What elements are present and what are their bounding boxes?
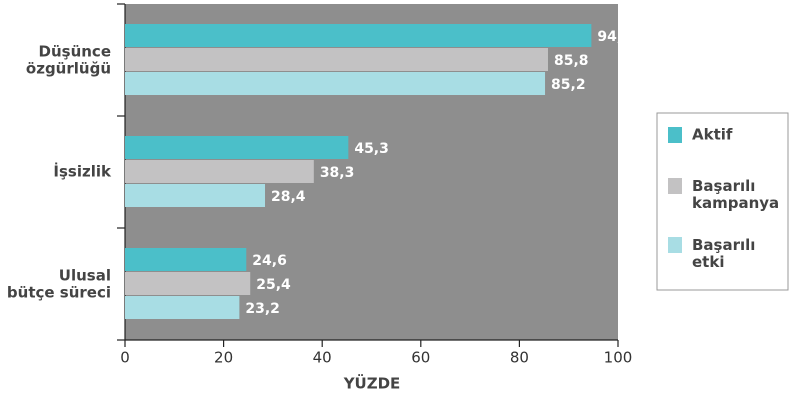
legend-swatch (668, 178, 682, 194)
legend-swatch (668, 127, 682, 143)
value-label: 25,4 (256, 277, 291, 293)
value-label: 85,8 (554, 53, 589, 69)
value-label: 38,3 (320, 165, 355, 181)
x-axis-label: YÜZDE (343, 374, 401, 393)
category-label: Ulusal bütçe süreci (7, 266, 111, 301)
x-tick-label: 100 (604, 349, 633, 367)
bar (125, 48, 548, 71)
category-label: Düşünce özgürlüğü (26, 42, 111, 77)
x-tick-label: 40 (313, 349, 332, 367)
bar (125, 248, 247, 271)
value-label: 85,2 (551, 77, 586, 93)
bar (125, 296, 240, 319)
legend-label: Aktif (692, 126, 733, 144)
legend-label: Başarılı kampanya (692, 177, 779, 212)
bar (125, 72, 546, 95)
legend-swatch (668, 237, 682, 253)
value-label: 94,6 (597, 29, 632, 45)
bar (125, 184, 266, 207)
x-tick-label: 0 (120, 349, 130, 367)
x-tick-label: 60 (411, 349, 430, 367)
bar (125, 272, 251, 295)
legend-label: Başarılı etki (692, 236, 755, 271)
x-tick-label: 20 (214, 349, 233, 367)
value-label: 23,2 (245, 301, 280, 317)
x-tick-label: 80 (510, 349, 529, 367)
bar (125, 24, 592, 47)
value-label: 45,3 (354, 141, 389, 157)
bar (125, 136, 349, 159)
value-label: 24,6 (252, 253, 287, 269)
value-label: 28,4 (271, 189, 306, 205)
bar (125, 160, 314, 183)
category-label: İşsizlik (53, 162, 112, 181)
